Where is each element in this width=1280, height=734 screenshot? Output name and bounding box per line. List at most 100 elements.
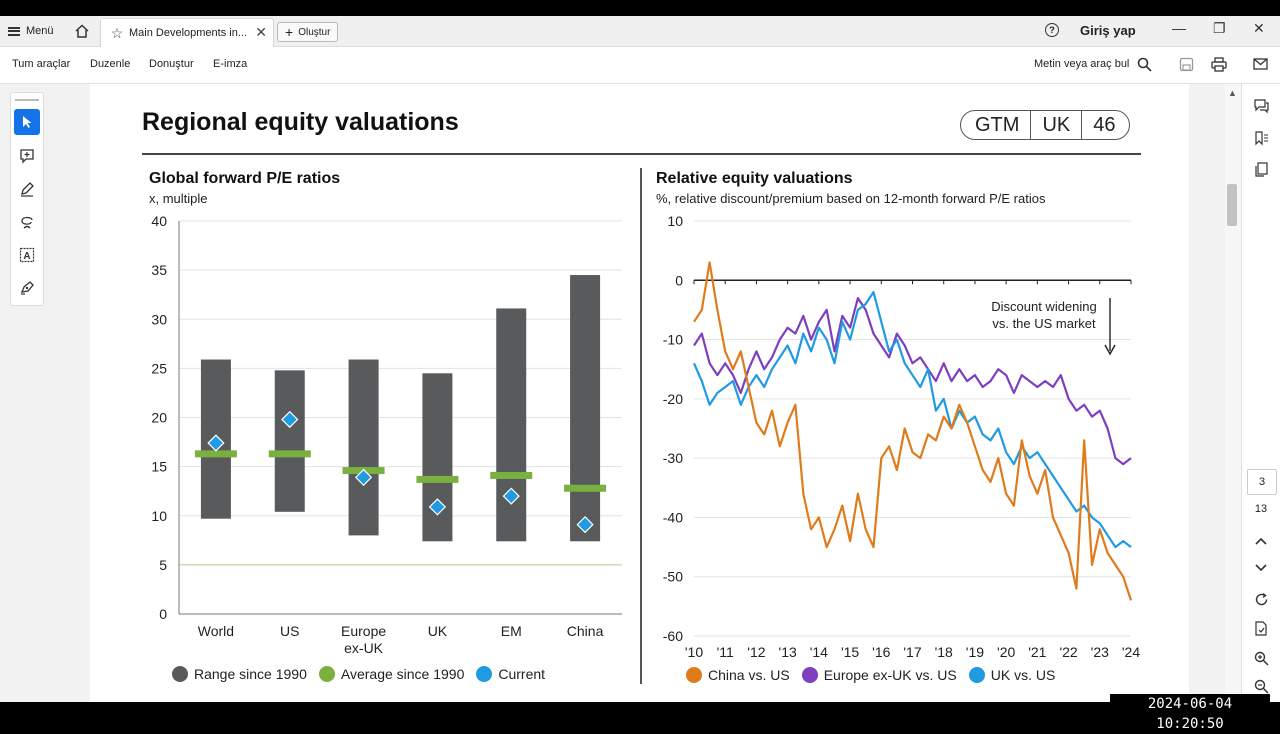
- home-button[interactable]: [70, 20, 94, 42]
- average-marker: [268, 450, 311, 458]
- x-category-label: Europe: [341, 623, 386, 639]
- y-tick-label: 0: [675, 272, 683, 288]
- vertical-scrollbar[interactable]: ▲: [1225, 84, 1241, 702]
- x-category-label: US: [280, 623, 299, 639]
- current-page-input[interactable]: 3: [1247, 469, 1277, 495]
- pages-icon[interactable]: [1251, 159, 1271, 179]
- pe-chart-title: Global forward P/E ratios: [149, 170, 341, 187]
- x-tick-label: '14: [810, 644, 828, 660]
- chart-divider: [640, 168, 642, 684]
- left-tool-rail: A: [10, 92, 44, 306]
- rel-chart-title: Relative equity valuations: [656, 170, 853, 187]
- x-category-label: China: [567, 623, 604, 639]
- tag-gtm: GTM: [975, 114, 1020, 136]
- create-label: Oluştur: [298, 26, 331, 38]
- x-tick-label: '13: [779, 644, 797, 660]
- mail-icon[interactable]: [1251, 55, 1269, 73]
- x-tick-label: '11: [717, 644, 734, 660]
- x-tick-label: '17: [903, 644, 921, 660]
- current-marker: [502, 487, 520, 505]
- hamburger-icon: [8, 26, 20, 36]
- y-tick-label: -30: [663, 450, 683, 466]
- video-timestamp: 2024-06-04 10:20:50: [1110, 694, 1270, 732]
- annotation-line-2: vs. the US market: [992, 316, 1096, 331]
- zoom-out-icon[interactable]: [1251, 676, 1271, 696]
- save-icon[interactable]: [1177, 55, 1195, 73]
- y-tick-label: 40: [151, 213, 167, 229]
- edit-menu[interactable]: Duzenle: [90, 58, 131, 70]
- refresh-icon[interactable]: [1251, 589, 1271, 609]
- average-marker: [490, 471, 533, 479]
- rel-legend: China vs. US Europe ex-UK vs. US UK vs. …: [686, 667, 1067, 683]
- chevron-down-icon[interactable]: [1251, 558, 1271, 578]
- china-swatch: [686, 667, 702, 683]
- convert-menu[interactable]: Donuştur: [149, 58, 194, 70]
- slide-tags: GTM UK 46: [960, 110, 1131, 140]
- europe-series-line: [693, 296, 1132, 466]
- legend-range: Range since 1990: [194, 666, 307, 682]
- help-icon[interactable]: ?: [1045, 23, 1059, 37]
- search-icon[interactable]: [1135, 55, 1153, 73]
- menu-button[interactable]: Menü: [8, 21, 54, 41]
- zoom-in-icon[interactable]: [1251, 648, 1271, 668]
- current-swatch: [476, 666, 493, 682]
- y-tick-label: 0: [159, 606, 167, 622]
- x-tick-label: '16: [872, 644, 890, 660]
- sign-tool-icon[interactable]: [14, 275, 40, 301]
- add-comment-icon[interactable]: [14, 143, 40, 169]
- page-export-icon[interactable]: [1251, 618, 1271, 638]
- tab-title: Main Developments in...: [129, 27, 247, 39]
- document-tab[interactable]: ☆ Main Developments in... ✕: [100, 18, 274, 47]
- legend-current: Current: [498, 666, 546, 682]
- range-bar: [274, 370, 305, 512]
- star-icon[interactable]: ☆: [110, 24, 124, 41]
- average-marker: [416, 475, 459, 483]
- x-tick-label: '10: [685, 644, 703, 660]
- highlight-pen-icon[interactable]: [14, 176, 40, 202]
- y-tick-label: -20: [663, 391, 683, 407]
- title-rule: [142, 153, 1141, 155]
- chevron-up-icon[interactable]: [1251, 531, 1271, 551]
- right-panel: 3 13: [1241, 84, 1280, 702]
- scroll-thumb[interactable]: [1227, 184, 1237, 226]
- x-tick-label: '20: [997, 644, 1015, 660]
- y-tick-label: 20: [151, 410, 167, 426]
- title-bar: Menü ☆ Main Developments in... ✕ + Oluşt…: [0, 16, 1280, 47]
- tag-region: UK: [1030, 111, 1081, 139]
- pe-chart-subtitle: x, multiple: [149, 191, 208, 206]
- find-text-label[interactable]: Metin veya araç bul: [1034, 58, 1130, 70]
- average-swatch: [318, 666, 335, 682]
- toolbar: Tum araçlar Duzenle Donuştur E-imza Meti…: [0, 47, 1280, 84]
- pdf-page: [90, 84, 1189, 702]
- scroll-up-icon[interactable]: ▲: [1228, 88, 1237, 98]
- x-tick-label: '22: [1059, 644, 1077, 660]
- all-tools-menu[interactable]: Tum araçlar: [12, 58, 71, 70]
- y-tick-label: 35: [151, 262, 167, 278]
- draw-loop-icon[interactable]: [14, 209, 40, 235]
- select-tool-icon[interactable]: [14, 109, 40, 135]
- login-button[interactable]: Giriş yap: [1080, 23, 1136, 38]
- y-tick-label: 5: [159, 557, 167, 573]
- print-icon[interactable]: [1210, 55, 1228, 73]
- total-pages: 13: [1254, 503, 1268, 515]
- current-marker: [281, 410, 299, 429]
- y-tick-label: -50: [663, 569, 683, 585]
- x-tick-label: '23: [1091, 644, 1109, 660]
- text-box-icon[interactable]: A: [14, 242, 40, 268]
- current-marker: [354, 468, 373, 487]
- minimize-icon[interactable]: —: [1172, 20, 1186, 36]
- restore-icon[interactable]: ❐: [1213, 20, 1226, 36]
- bookmark-icon[interactable]: [1251, 128, 1271, 148]
- comments-icon[interactable]: [1251, 96, 1271, 116]
- average-marker: [194, 450, 237, 458]
- create-button[interactable]: + Oluştur: [277, 22, 339, 42]
- current-marker: [207, 434, 225, 452]
- europe-swatch: [801, 667, 818, 683]
- close-tab-icon[interactable]: ✕: [255, 24, 267, 40]
- legend-uk: UK vs. US: [990, 667, 1056, 683]
- window-close-icon[interactable]: ✕: [1253, 20, 1265, 36]
- china-series-line: [693, 261, 1133, 601]
- x-category-label: ex-UK: [344, 640, 384, 656]
- range-bar: [348, 359, 379, 536]
- esign-menu[interactable]: E-imza: [213, 58, 248, 70]
